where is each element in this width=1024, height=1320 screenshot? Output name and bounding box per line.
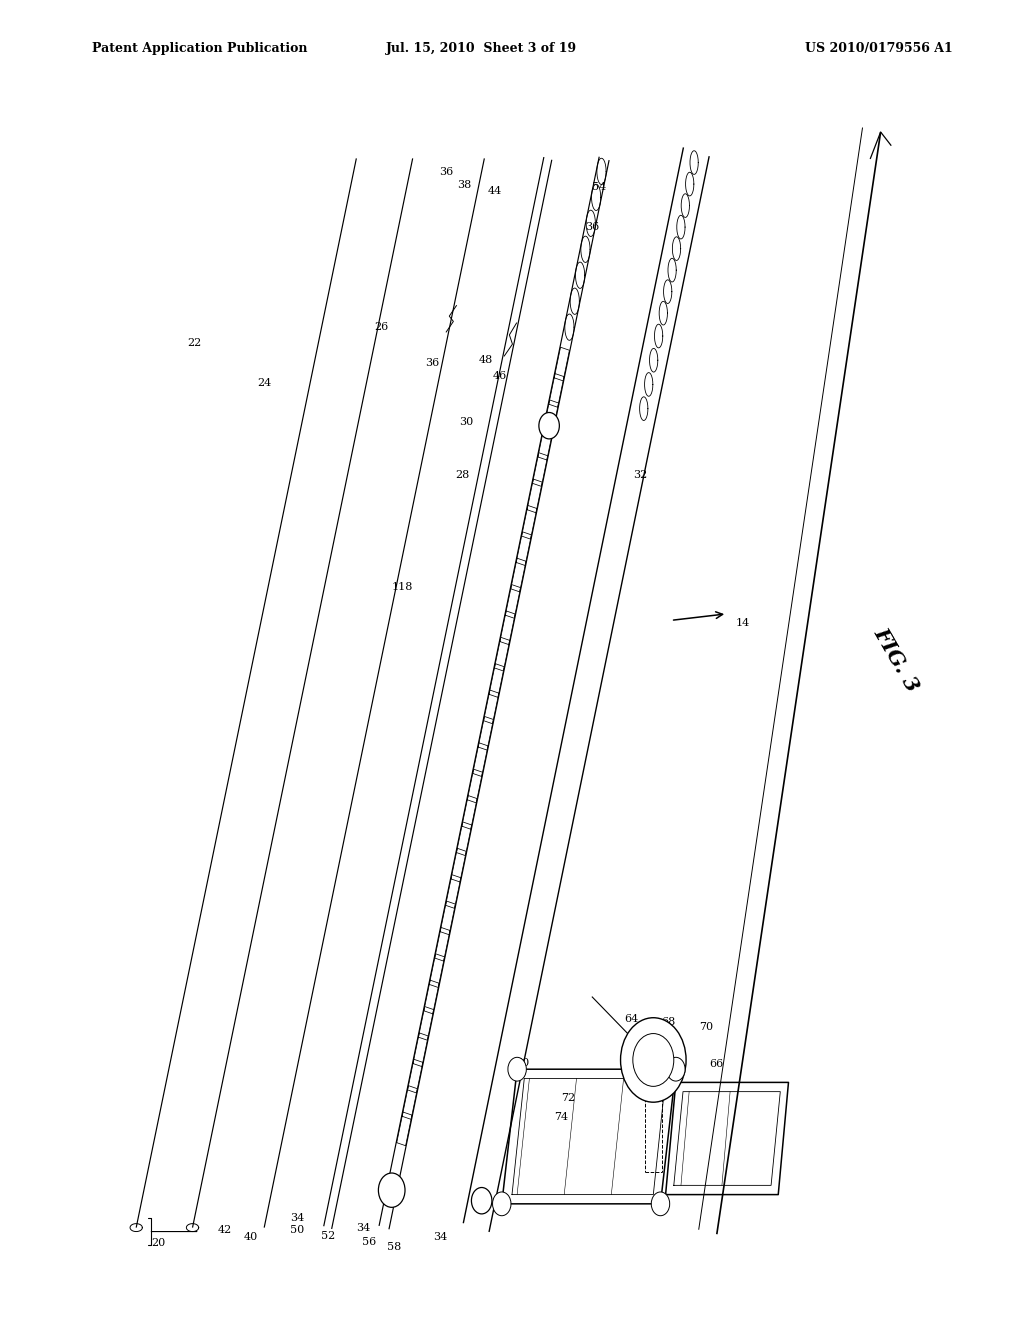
- Circle shape: [471, 1188, 492, 1214]
- Text: 36: 36: [425, 358, 439, 368]
- Text: 50: 50: [290, 1225, 304, 1236]
- Text: Jul. 15, 2010  Sheet 3 of 19: Jul. 15, 2010 Sheet 3 of 19: [386, 42, 577, 55]
- Text: Patent Application Publication: Patent Application Publication: [92, 42, 307, 55]
- Text: 66: 66: [710, 1059, 724, 1069]
- Text: 52: 52: [321, 1230, 335, 1241]
- Circle shape: [621, 1018, 686, 1102]
- Text: 40: 40: [244, 1232, 258, 1242]
- Text: 20: 20: [152, 1238, 166, 1249]
- Circle shape: [508, 1057, 526, 1081]
- Text: 46: 46: [493, 371, 507, 381]
- Circle shape: [379, 1173, 406, 1208]
- Text: 60: 60: [515, 1057, 529, 1068]
- Circle shape: [651, 1192, 670, 1216]
- Text: 58: 58: [387, 1242, 401, 1253]
- Text: 30: 30: [459, 417, 473, 428]
- Text: 36: 36: [585, 222, 599, 232]
- Text: US 2010/0179556 A1: US 2010/0179556 A1: [805, 42, 952, 55]
- Text: FIG. 3: FIG. 3: [869, 624, 923, 696]
- Text: 48: 48: [478, 355, 493, 366]
- Text: 36: 36: [439, 166, 454, 177]
- Text: 62: 62: [636, 1022, 650, 1032]
- Text: 34: 34: [290, 1213, 304, 1224]
- Text: 26: 26: [374, 322, 388, 333]
- Circle shape: [667, 1057, 685, 1081]
- Text: 24: 24: [257, 378, 271, 388]
- Text: 32: 32: [633, 470, 647, 480]
- Text: 72: 72: [561, 1093, 575, 1104]
- Text: 38: 38: [457, 180, 471, 190]
- Text: 68: 68: [662, 1016, 676, 1027]
- Text: 34: 34: [356, 1222, 371, 1233]
- Circle shape: [539, 412, 559, 438]
- Text: 14: 14: [735, 618, 750, 628]
- Text: 74: 74: [554, 1111, 568, 1122]
- Text: 22: 22: [187, 338, 202, 348]
- Text: 28: 28: [456, 470, 470, 480]
- Circle shape: [633, 1034, 674, 1086]
- Text: 44: 44: [487, 186, 502, 197]
- Text: 70: 70: [699, 1022, 714, 1032]
- Text: 118: 118: [392, 582, 413, 593]
- Text: 56: 56: [361, 1237, 376, 1247]
- Text: 64: 64: [625, 1014, 639, 1024]
- Text: 34: 34: [433, 1232, 447, 1242]
- Text: 42: 42: [218, 1225, 232, 1236]
- Text: 54: 54: [592, 182, 606, 193]
- Circle shape: [493, 1192, 511, 1216]
